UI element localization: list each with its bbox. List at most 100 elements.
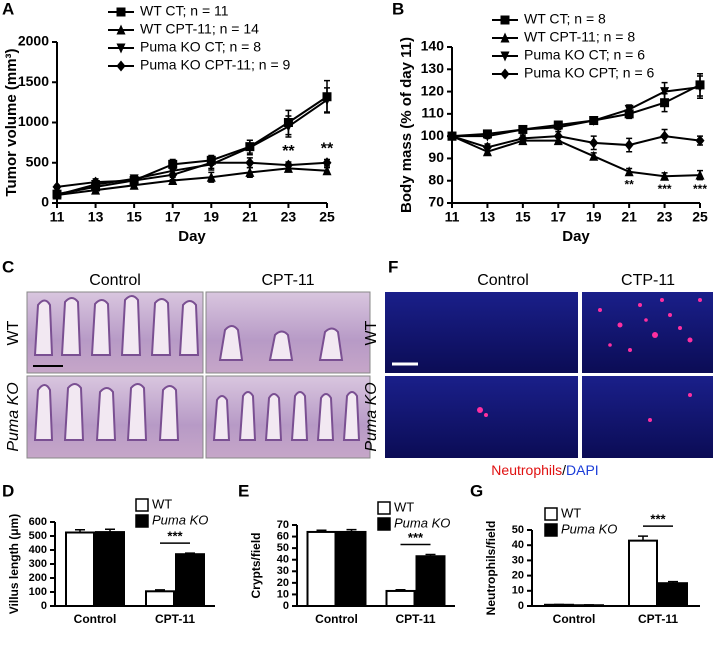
- bar: [658, 582, 688, 608]
- x-tick-label: 25: [692, 209, 708, 225]
- y-tick-label: 1000: [18, 113, 49, 129]
- marker: [129, 174, 139, 186]
- y-tick-label: 140: [421, 38, 445, 54]
- panel-letter: C: [2, 257, 14, 276]
- marker: [322, 157, 332, 169]
- bar: [544, 603, 574, 607]
- bar: [145, 590, 175, 607]
- marker: [553, 122, 563, 133]
- y-tick-label: 20: [512, 570, 524, 582]
- marker: [500, 68, 510, 80]
- y-tick-label: 300: [29, 558, 47, 570]
- legend-swatch: [377, 517, 391, 531]
- bar: [336, 530, 367, 608]
- bar: [385, 589, 416, 608]
- legend-label: WT CT; n = 11: [140, 3, 229, 19]
- panel-letter: G: [470, 481, 483, 500]
- legend-label: WT: [561, 505, 581, 520]
- marker: [245, 166, 255, 177]
- marker: [116, 60, 126, 72]
- bar: [65, 531, 95, 607]
- x-tick-label: 13: [480, 209, 496, 225]
- y-axis-label: Crypts/field: [249, 532, 263, 598]
- x-tick-label: Control: [74, 612, 117, 626]
- marker: [518, 132, 528, 144]
- y-tick-label: 10: [277, 588, 289, 600]
- marker: [660, 170, 670, 181]
- legend-label: Puma KO CPT-11; n = 9: [140, 57, 291, 73]
- y-tick-label: 40: [277, 554, 289, 566]
- y-axis-label: Body mass (% of day 11): [398, 37, 415, 213]
- significance: ***: [658, 182, 672, 196]
- series-line: [452, 86, 701, 138]
- marker: [283, 122, 293, 133]
- series-line: [451, 135, 701, 149]
- x-tick-label: 21: [242, 209, 258, 225]
- row-label: Puma KO: [5, 382, 22, 451]
- series-line: [451, 83, 701, 138]
- y-tick-label: 30: [512, 554, 524, 566]
- x-tick-label: CPT-11: [638, 612, 678, 626]
- marker: [206, 157, 216, 169]
- stain-dapi: DAPI: [566, 462, 599, 478]
- x-tick-label: 15: [515, 209, 531, 225]
- y-tick-label: 80: [428, 171, 444, 187]
- y-tick-label: 600: [29, 516, 47, 528]
- legend-label: Puma KO: [561, 521, 617, 536]
- stain-neutrophils: Neutrophils: [491, 462, 562, 478]
- y-tick-label: 110: [421, 105, 444, 121]
- x-tick-label: 23: [281, 209, 297, 225]
- legend-label: Puma KO CPT; n = 6: [524, 65, 655, 81]
- legend-swatch: [135, 514, 149, 528]
- x-tick-label: CPT-11: [155, 612, 195, 626]
- panel-letter: E: [238, 481, 249, 500]
- y-tick-label: 60: [277, 530, 289, 542]
- x-tick-label: 11: [50, 209, 65, 225]
- panel-letter: D: [2, 481, 14, 500]
- marker: [500, 32, 510, 43]
- marker: [168, 169, 178, 181]
- marker: [116, 24, 126, 35]
- marker: [116, 43, 126, 54]
- x-tick-label: 25: [319, 209, 335, 225]
- y-tick-label: 1500: [18, 73, 49, 89]
- x-tick-label: Control: [553, 612, 596, 626]
- marker: [52, 181, 62, 193]
- column-label: CPT-11: [261, 272, 314, 289]
- marker: [624, 139, 634, 151]
- legend-swatch: [544, 507, 558, 521]
- marker: [589, 116, 599, 127]
- x-tick-label: 15: [126, 209, 142, 225]
- legend-label: WT CPT-11; n = 8: [524, 29, 635, 45]
- y-tick-label: 10: [512, 585, 524, 597]
- y-tick-label: 120: [421, 82, 445, 98]
- significance: **: [321, 141, 334, 158]
- marker: [695, 135, 705, 147]
- series-line: [56, 95, 328, 196]
- y-tick-label: 90: [428, 149, 444, 165]
- marker: [482, 131, 492, 142]
- marker: [660, 87, 670, 98]
- significance: ***: [408, 530, 424, 545]
- bar: [175, 553, 205, 608]
- legend-label: WT: [394, 499, 414, 514]
- stain-separator: /: [562, 462, 566, 478]
- series-line: [56, 99, 328, 196]
- bar: [306, 530, 337, 608]
- series-line: [451, 135, 701, 178]
- y-tick-label: 40: [512, 539, 524, 551]
- y-tick-label: 70: [428, 194, 444, 210]
- x-tick-label: Control: [315, 612, 358, 626]
- y-axis-label: Tumor volume (mm³): [3, 48, 20, 196]
- significance: **: [282, 143, 295, 160]
- marker: [168, 159, 178, 169]
- marker: [589, 137, 599, 149]
- y-tick-label: 0: [518, 600, 524, 612]
- column-label: CTP-11: [621, 272, 675, 289]
- bar: [574, 604, 604, 607]
- y-tick-label: 20: [277, 577, 289, 589]
- marker: [660, 130, 670, 142]
- marker: [447, 130, 457, 142]
- panel-letter: B: [392, 0, 404, 18]
